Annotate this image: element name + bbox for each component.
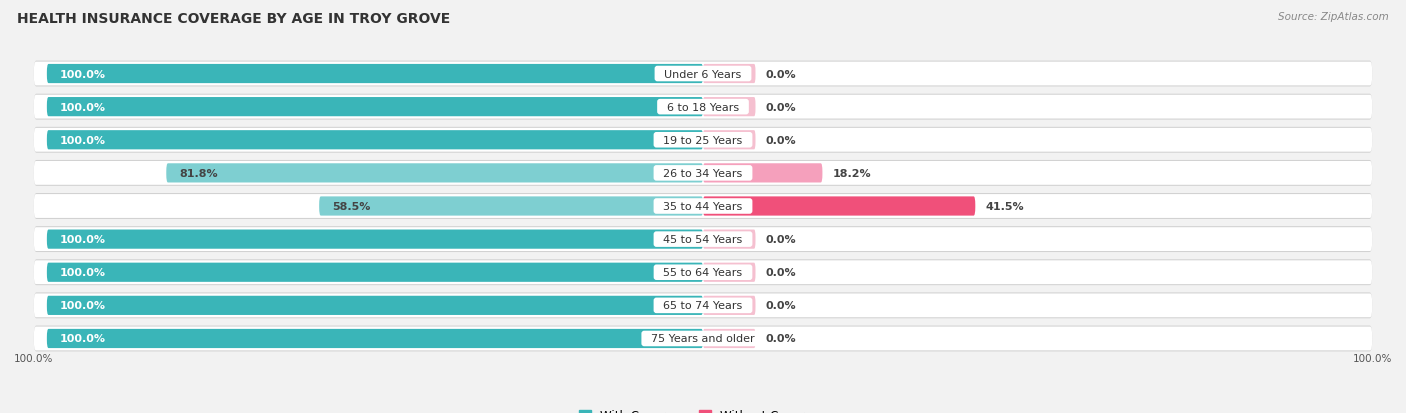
Text: 45 to 54 Years: 45 to 54 Years — [657, 235, 749, 244]
FancyBboxPatch shape — [34, 194, 1372, 219]
FancyBboxPatch shape — [34, 62, 1372, 87]
FancyBboxPatch shape — [34, 327, 1372, 351]
FancyBboxPatch shape — [34, 128, 1372, 153]
FancyBboxPatch shape — [34, 128, 1372, 152]
FancyBboxPatch shape — [34, 195, 1372, 218]
FancyBboxPatch shape — [34, 228, 1372, 252]
Text: 100.0%: 100.0% — [60, 301, 105, 311]
FancyBboxPatch shape — [319, 197, 703, 216]
FancyBboxPatch shape — [34, 95, 1372, 119]
FancyBboxPatch shape — [46, 98, 703, 117]
Text: 65 to 74 Years: 65 to 74 Years — [657, 301, 749, 311]
FancyBboxPatch shape — [34, 261, 1372, 285]
FancyBboxPatch shape — [46, 131, 703, 150]
Text: 0.0%: 0.0% — [765, 102, 796, 112]
Text: 100.0%: 100.0% — [60, 268, 105, 278]
Text: 100.0%: 100.0% — [14, 354, 53, 363]
Text: 100.0%: 100.0% — [60, 69, 105, 79]
FancyBboxPatch shape — [46, 329, 703, 348]
Text: 0.0%: 0.0% — [765, 334, 796, 344]
Text: 100.0%: 100.0% — [60, 334, 105, 344]
FancyBboxPatch shape — [46, 230, 703, 249]
FancyBboxPatch shape — [703, 164, 823, 183]
FancyBboxPatch shape — [34, 260, 1372, 285]
Text: 100.0%: 100.0% — [60, 235, 105, 244]
FancyBboxPatch shape — [46, 263, 703, 282]
Text: 41.5%: 41.5% — [986, 202, 1024, 211]
FancyBboxPatch shape — [703, 131, 755, 150]
FancyBboxPatch shape — [703, 296, 755, 315]
Text: 18.2%: 18.2% — [832, 169, 870, 178]
Text: 0.0%: 0.0% — [765, 301, 796, 311]
Text: 0.0%: 0.0% — [765, 69, 796, 79]
Text: 0.0%: 0.0% — [765, 135, 796, 145]
Text: 0.0%: 0.0% — [765, 268, 796, 278]
Text: 100.0%: 100.0% — [60, 102, 105, 112]
FancyBboxPatch shape — [34, 161, 1372, 185]
Text: 6 to 18 Years: 6 to 18 Years — [659, 102, 747, 112]
FancyBboxPatch shape — [166, 164, 703, 183]
Text: Source: ZipAtlas.com: Source: ZipAtlas.com — [1278, 12, 1389, 22]
FancyBboxPatch shape — [34, 161, 1372, 186]
FancyBboxPatch shape — [46, 65, 703, 84]
FancyBboxPatch shape — [34, 294, 1372, 318]
Text: 19 to 25 Years: 19 to 25 Years — [657, 135, 749, 145]
Text: 55 to 64 Years: 55 to 64 Years — [657, 268, 749, 278]
FancyBboxPatch shape — [703, 65, 755, 84]
Legend: With Coverage, Without Coverage: With Coverage, Without Coverage — [574, 404, 832, 413]
FancyBboxPatch shape — [703, 329, 755, 348]
FancyBboxPatch shape — [703, 98, 755, 117]
Text: 75 Years and older: 75 Years and older — [644, 334, 762, 344]
Text: 100.0%: 100.0% — [60, 135, 105, 145]
Text: 26 to 34 Years: 26 to 34 Years — [657, 169, 749, 178]
FancyBboxPatch shape — [34, 326, 1372, 351]
FancyBboxPatch shape — [703, 230, 755, 249]
Text: HEALTH INSURANCE COVERAGE BY AGE IN TROY GROVE: HEALTH INSURANCE COVERAGE BY AGE IN TROY… — [17, 12, 450, 26]
Text: 35 to 44 Years: 35 to 44 Years — [657, 202, 749, 211]
FancyBboxPatch shape — [34, 227, 1372, 252]
Text: 0.0%: 0.0% — [765, 235, 796, 244]
FancyBboxPatch shape — [34, 62, 1372, 86]
Text: 100.0%: 100.0% — [1353, 354, 1392, 363]
FancyBboxPatch shape — [34, 95, 1372, 120]
FancyBboxPatch shape — [703, 197, 976, 216]
FancyBboxPatch shape — [703, 263, 755, 282]
Text: 81.8%: 81.8% — [180, 169, 218, 178]
FancyBboxPatch shape — [34, 293, 1372, 318]
Text: Under 6 Years: Under 6 Years — [658, 69, 748, 79]
FancyBboxPatch shape — [46, 296, 703, 315]
Text: 58.5%: 58.5% — [332, 202, 371, 211]
